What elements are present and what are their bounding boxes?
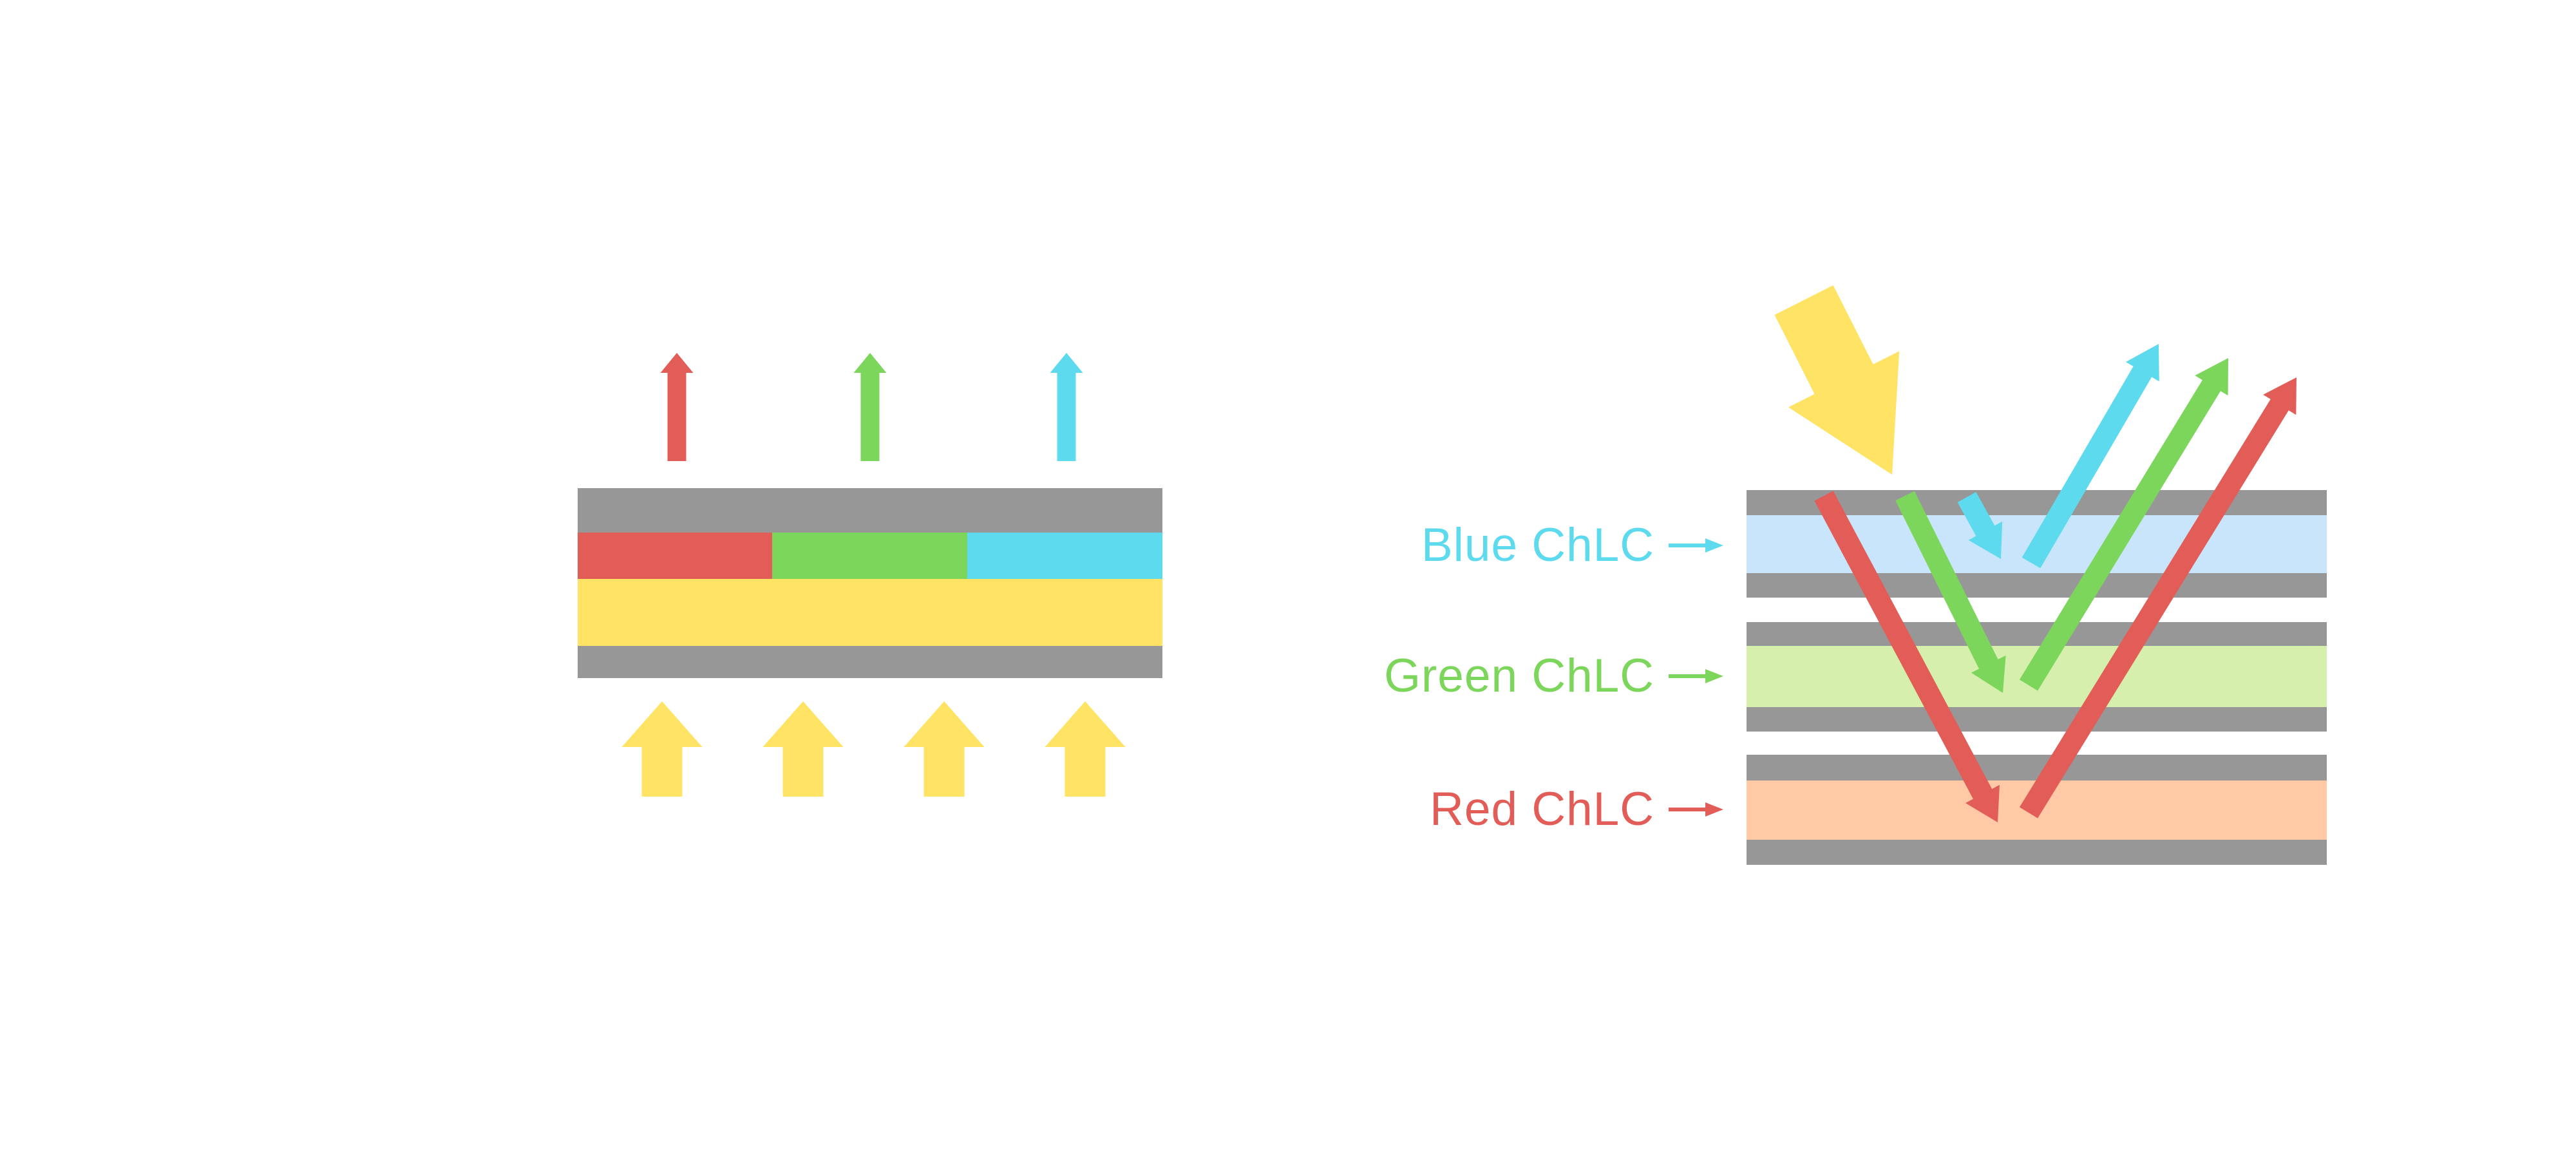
chlc-label-blue: Blue ChLC bbox=[1421, 519, 1654, 571]
red-pixel-segment bbox=[578, 533, 772, 579]
left-diagram bbox=[578, 353, 1162, 797]
green-pixel-segment bbox=[772, 533, 967, 579]
red-output-arrow bbox=[660, 353, 694, 461]
glass-substrate-3 bbox=[1747, 622, 2327, 646]
green-ray-incoming bbox=[1895, 491, 2006, 693]
blue-label-arrow bbox=[1669, 538, 1723, 553]
cyan-ray-incoming bbox=[1957, 492, 2003, 559]
cyan-ray-reflected bbox=[2022, 344, 2159, 569]
red-ray-incoming bbox=[1814, 491, 2000, 822]
top-glass-plate bbox=[578, 488, 1162, 533]
incident-light-arrow bbox=[1774, 285, 1900, 475]
backlight-arrow-3 bbox=[904, 701, 985, 797]
backlight-arrow-2 bbox=[762, 701, 844, 797]
cyan-pixel-segment bbox=[967, 533, 1162, 579]
green-output-arrow bbox=[853, 353, 887, 461]
backlight-layer bbox=[578, 579, 1162, 646]
green-ray-reflected bbox=[2019, 358, 2228, 691]
glass-substrate-5 bbox=[1747, 755, 2327, 780]
right-diagram bbox=[1669, 285, 2327, 865]
red-ray-reflected bbox=[2019, 377, 2297, 818]
glass-substrate-4 bbox=[1747, 707, 2327, 732]
chlc-label-red: Red ChLC bbox=[1430, 783, 1654, 835]
backlight-arrow-1 bbox=[621, 701, 703, 797]
glass-substrate-6 bbox=[1747, 840, 2327, 865]
red-label-arrow bbox=[1669, 802, 1723, 817]
cyan-output-arrow bbox=[1050, 353, 1083, 461]
glass-substrate-2 bbox=[1747, 573, 2327, 598]
green-label-arrow bbox=[1669, 669, 1723, 683]
chlc-label-green: Green ChLC bbox=[1384, 650, 1654, 702]
backlight-arrow-4 bbox=[1045, 701, 1126, 797]
bottom-glass-plate bbox=[578, 646, 1162, 678]
